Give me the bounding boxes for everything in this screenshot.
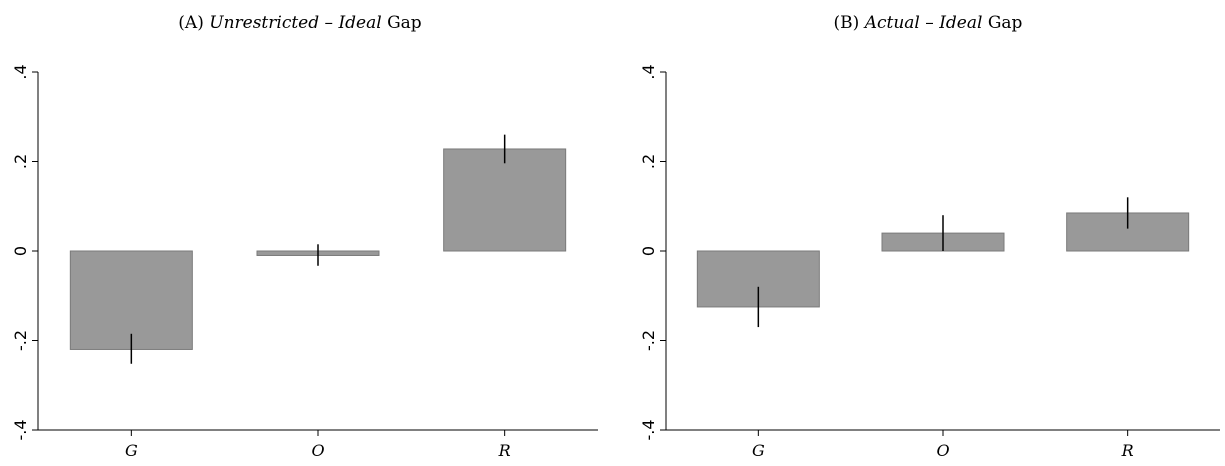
plot-b: -.4 -.2 0 .2 .4 G O R — [639, 64, 1220, 460]
panel-b-title-term2: Ideal — [938, 13, 982, 33]
panel-a-title-gap: Gap — [382, 13, 422, 33]
panel-b-title: (B) Actual – Ideal Gap — [834, 13, 1023, 33]
panel-b-bar-R — [1066, 212, 1190, 252]
panel-a-y-tick-label: .4 — [11, 64, 30, 79]
panel-b-y-tick-label: .2 — [639, 154, 658, 169]
panel-a-label: (A) — [178, 13, 204, 33]
panel-a-y-tick-label: .2 — [11, 154, 30, 169]
panel-a-y-tick-label: -.2 — [11, 330, 30, 351]
panel-b: (B) Actual – Ideal Gap -.4 -.2 0 .2 .4 G O R — [639, 13, 1220, 460]
panel-b-label: (B) — [834, 13, 860, 33]
panel-a-bar-R — [443, 148, 567, 252]
panel-b-y-tick-label: 0 — [639, 246, 658, 256]
panel-b-y-tick-label: .4 — [639, 64, 658, 79]
panel-a-category-label-G: G — [125, 441, 138, 460]
panel-b-category-label-O: O — [936, 441, 949, 460]
panel-b-category-label-R: R — [1121, 441, 1134, 460]
panel-a-category-label-R: R — [498, 441, 511, 460]
panel-a-y-tick-label: 0 — [11, 246, 30, 256]
panel-b-category-label-G: G — [752, 441, 765, 460]
plot-a: -.4 -.2 0 .2 .4 G O R — [11, 64, 598, 460]
panel-a-category-label-O: O — [311, 441, 324, 460]
panel-b-title-term1: Actual — [863, 13, 920, 33]
panel-a-y-tick-label: -.4 — [11, 419, 30, 440]
panel-b-title-dash: – — [920, 13, 939, 33]
panel-a-title-term2: Ideal — [337, 13, 381, 33]
panel-a-title-term1: Unrestricted — [209, 13, 319, 33]
panel-a-title-dash: – — [319, 13, 338, 33]
panel-b-y-tick-label: -.4 — [639, 419, 658, 440]
panel-a: (A) Unrestricted – Ideal Gap -.4 -.2 0 .2 .4… — [11, 13, 598, 460]
panel-b-y-tick-label: -.2 — [639, 330, 658, 351]
panel-a-title: (A) Unrestricted – Ideal Gap — [178, 13, 422, 33]
panel-b-title-gap: Gap — [982, 13, 1022, 33]
